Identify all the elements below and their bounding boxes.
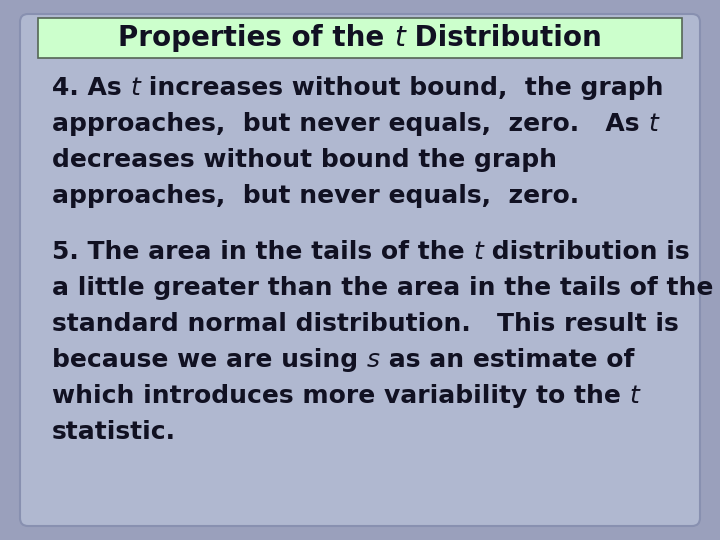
FancyBboxPatch shape	[20, 14, 700, 526]
Text: 5. The area in the tails of the: 5. The area in the tails of the	[52, 240, 473, 264]
Text: Distribution: Distribution	[405, 24, 602, 52]
Text: as an estimate of: as an estimate of	[380, 348, 634, 372]
Text: distribution is: distribution is	[483, 240, 690, 264]
Text: t: t	[473, 240, 483, 264]
Text: s: s	[367, 348, 380, 372]
Text: 4. As: 4. As	[52, 76, 130, 100]
Text: t: t	[394, 24, 405, 52]
Text: standard normal distribution.   This result is: standard normal distribution. This resul…	[52, 312, 679, 336]
Text: t: t	[648, 112, 658, 136]
Text: increases without bound,  the graph: increases without bound, the graph	[140, 76, 664, 100]
Text: approaches,  but never equals,  zero.   As: approaches, but never equals, zero. As	[52, 112, 648, 136]
Text: Properties of the: Properties of the	[118, 24, 394, 52]
Text: which introduces more variability to the: which introduces more variability to the	[52, 384, 629, 408]
Text: statistic.: statistic.	[52, 420, 176, 444]
Text: a little greater than the area in the tails of the: a little greater than the area in the ta…	[52, 276, 714, 300]
Bar	[38, 18, 682, 58]
Text: approaches,  but never equals,  zero.: approaches, but never equals, zero.	[52, 184, 579, 208]
Text: t: t	[629, 384, 639, 408]
Text: because we are using: because we are using	[52, 348, 367, 372]
Text: decreases without bound the graph: decreases without bound the graph	[52, 148, 557, 172]
Text: t: t	[130, 76, 140, 100]
